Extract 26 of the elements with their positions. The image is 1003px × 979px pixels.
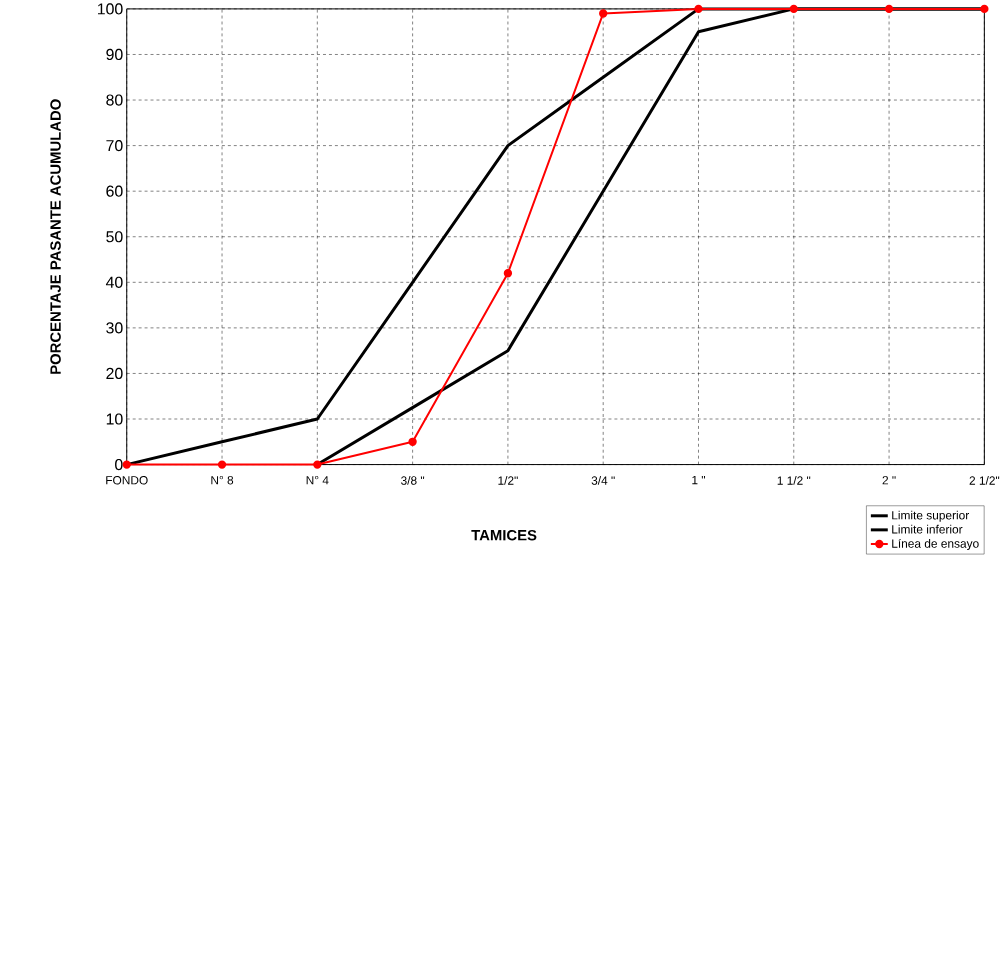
x-tick-label: 1/2" [498, 475, 518, 485]
x-tick-label: N° 8 [211, 475, 234, 485]
y-axis-title: PORCENTAJE PASANTE ACUMULADO [50, 99, 61, 374]
y-tick-label: 20 [106, 367, 123, 379]
y-tick-label: 70 [106, 139, 123, 151]
x-tick-label: 2 " [882, 475, 896, 485]
x-axis-title: TAMICES [471, 529, 537, 541]
y-tick-label: 80 [106, 94, 123, 106]
legend-label: Limite inferior [892, 524, 963, 534]
y-tick-label: 60 [106, 185, 123, 197]
y-tick-label: 50 [106, 230, 123, 243]
y-tick-label: 0 [115, 458, 123, 470]
x-tick-label: 3/4 " [591, 475, 615, 485]
y-tick-label: 100 [97, 3, 123, 15]
y-tick-label: 10 [106, 413, 123, 425]
x-tick-label: FONDO [106, 475, 148, 485]
x-tick-label: N° 4 [306, 475, 329, 485]
legend-label: Limite superior [892, 510, 970, 522]
x-tick-label: 2 1/2" [969, 475, 1000, 485]
x-tick-label: 1 1/2 " [777, 475, 811, 485]
y-tick-label: 90 [106, 48, 123, 60]
legend-label: Línea de ensayo [892, 538, 979, 550]
y-tick-label: 40 [105, 276, 123, 288]
y-tick-label: 30 [106, 322, 123, 334]
x-tick-label: 3/8 " [401, 475, 425, 485]
x-tick-label: 1 " [692, 475, 706, 484]
